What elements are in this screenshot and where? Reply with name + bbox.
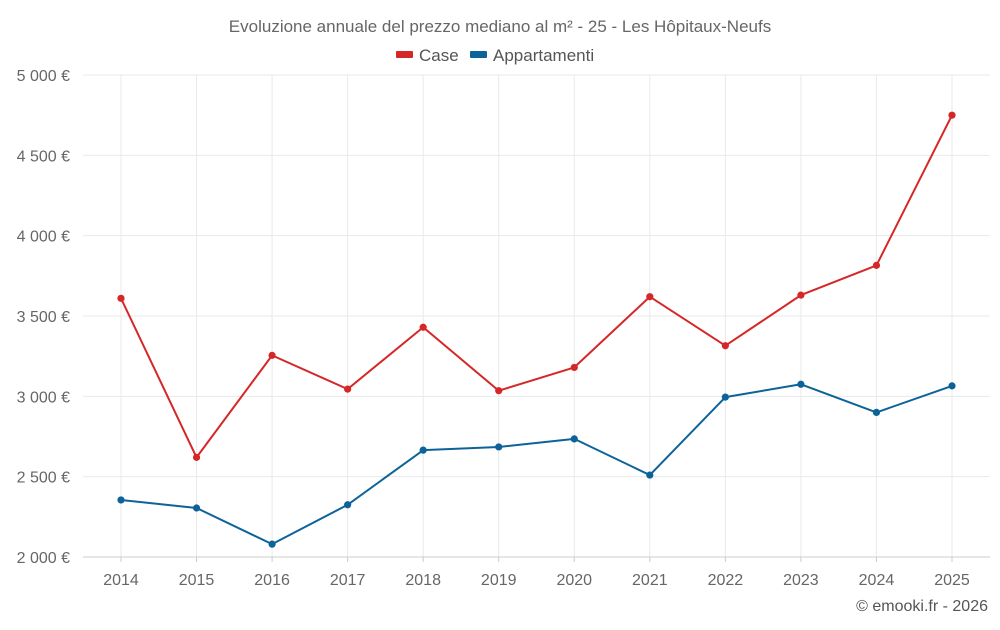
- data-point-appartamenti[interactable]: [797, 380, 805, 388]
- data-point-appartamenti[interactable]: [192, 504, 201, 512]
- y-tick-label: 5 000 €: [17, 68, 70, 85]
- credit-text: © emooki.fr - 2026: [856, 598, 988, 615]
- series-case: [117, 111, 956, 461]
- data-point-case[interactable]: [192, 453, 201, 461]
- chart-title: Evoluzione annuale del prezzo mediano al…: [229, 17, 771, 36]
- x-tick-label: 2021: [632, 572, 668, 589]
- data-point-case[interactable]: [117, 294, 125, 302]
- data-point-case[interactable]: [570, 363, 578, 372]
- legend-swatch-appartamenti: [470, 51, 487, 58]
- data-point-appartamenti[interactable]: [495, 443, 503, 451]
- data-point-appartamenti[interactable]: [268, 540, 276, 548]
- legend-item-appartamenti[interactable]: Appartamenti: [470, 46, 594, 65]
- legend-label-appartamenti: Appartamenti: [493, 46, 594, 65]
- data-point-appartamenti[interactable]: [646, 471, 654, 479]
- legend-label-case: Case: [419, 46, 459, 65]
- data-point-appartamenti[interactable]: [721, 393, 729, 401]
- series-appartamenti: [117, 380, 956, 548]
- y-tick-label: 4 000 €: [17, 229, 70, 246]
- series-group: [117, 111, 956, 548]
- data-point-appartamenti[interactable]: [872, 408, 881, 416]
- x-tick-label: 2014: [103, 572, 139, 589]
- data-point-case[interactable]: [268, 351, 276, 359]
- data-point-appartamenti[interactable]: [344, 501, 352, 509]
- data-point-case[interactable]: [646, 293, 654, 301]
- x-tick-label: 2025: [934, 572, 970, 589]
- x-tick-label: 2017: [330, 572, 366, 589]
- legend: Case Appartamenti: [396, 46, 594, 65]
- data-point-appartamenti[interactable]: [117, 496, 125, 504]
- data-point-case[interactable]: [344, 385, 352, 393]
- grid: [83, 74, 990, 557]
- y-tick-label: 3 500 €: [17, 309, 70, 326]
- y-tick-label: 4 500 €: [17, 148, 70, 165]
- legend-swatch-case: [396, 51, 413, 58]
- series-line-case: [120, 114, 953, 459]
- x-tick-label: 2016: [254, 572, 290, 589]
- data-point-case[interactable]: [419, 323, 427, 331]
- y-tick-label: 3 000 €: [17, 389, 70, 406]
- x-tick-label: 2019: [481, 572, 517, 589]
- y-tick-label: 2 000 €: [17, 550, 70, 567]
- data-point-case[interactable]: [797, 291, 805, 299]
- x-tick-label: 2023: [783, 572, 819, 589]
- x-tick-label: 2020: [556, 572, 592, 589]
- data-point-case[interactable]: [495, 387, 503, 395]
- data-point-appartamenti[interactable]: [419, 446, 427, 454]
- series-line-appartamenti: [120, 383, 953, 546]
- data-point-case[interactable]: [721, 342, 729, 350]
- y-tick-label: 2 500 €: [17, 470, 70, 487]
- x-tick-label: 2018: [405, 572, 441, 589]
- data-point-appartamenti[interactable]: [948, 382, 956, 390]
- data-point-case[interactable]: [948, 111, 956, 119]
- axes: 2 000 € 2 500 € 3 000 € 3 500 € 4 000 € 4 500…: [17, 68, 990, 589]
- data-point-case[interactable]: [872, 261, 881, 269]
- x-tick-label: 2024: [859, 572, 895, 589]
- x-tick-label: 2022: [708, 572, 744, 589]
- legend-item-case[interactable]: Case: [396, 46, 459, 65]
- data-point-appartamenti[interactable]: [570, 435, 578, 443]
- x-tick-label: 2015: [179, 572, 215, 589]
